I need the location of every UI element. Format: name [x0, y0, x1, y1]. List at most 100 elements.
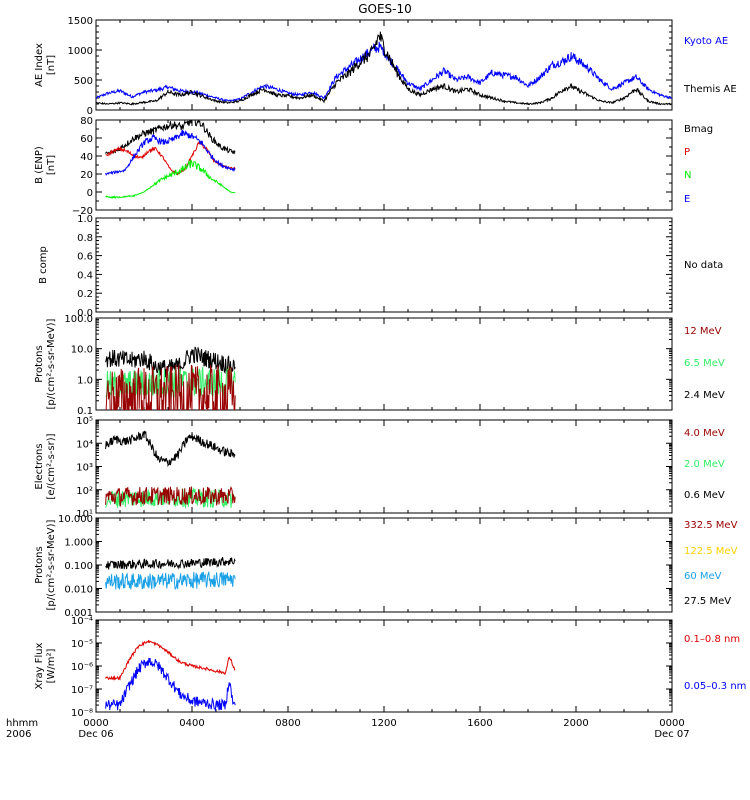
series-group [105, 120, 236, 200]
y-tick-label: 1.0 [77, 214, 93, 225]
y-tick-label: 1000 [68, 46, 93, 57]
y-axis-label: Protons [34, 546, 45, 583]
series-line-bmag [105, 120, 236, 156]
x-tick-label: 1600 [467, 718, 492, 729]
y-tick-label: 0.0 [77, 308, 93, 319]
y-tick-label: 1500 [68, 16, 93, 27]
series-line-0-1-0-8-nm [105, 639, 236, 682]
y-tick-label: 0.001 [64, 608, 93, 619]
panel-bfield: −20 0 20 40 60 80 B (ENP) [nT] Bmag P N E [34, 116, 713, 217]
panel-frame [95, 619, 673, 713]
y-tick-label: 0 [87, 188, 93, 199]
y-axis-label: B (ENP) [34, 146, 45, 184]
y-axis-label: [W/m²] [46, 648, 57, 683]
legend-label: 2.0 MeV [684, 459, 725, 470]
y-tick-label: 10³ [76, 463, 93, 474]
series-group [105, 557, 236, 591]
x-caption-year: 2006 [6, 729, 31, 740]
legend-label: Bmag [684, 124, 713, 135]
legend-label: E [684, 194, 690, 205]
y-axis-label: Protons [34, 345, 45, 382]
panel-ae: 0 500 1000 1500 AE Index [nT] Kyoto AE Themis A… [34, 16, 737, 117]
y-tick-label: 10⁴ [76, 439, 93, 450]
start-date-label: Dec 06 [78, 729, 113, 740]
x-tick-label: 2000 [563, 718, 588, 729]
y-axis-label: B comp [38, 246, 49, 284]
series-line-4-0-mev [105, 486, 236, 508]
legend-label: 27.5 MeV [684, 596, 731, 607]
series-line-12-mev [105, 364, 236, 410]
legend-label: 6.5 MeV [684, 358, 725, 369]
y-axis-label: [nT] [46, 155, 57, 175]
panel-frame [95, 517, 673, 613]
legend-label: 332.5 MeV [684, 520, 738, 531]
y-tick-label: 10⁻⁸ [71, 708, 93, 719]
panel-electrons: 10¹ 10² 10³ 10⁴ 10⁵ Electrons [e/(cm²-s-sr)] 4.… [34, 416, 725, 520]
y-tick-label: 1.000 [64, 538, 93, 549]
y-tick-label: 10⁻⁵ [71, 639, 93, 650]
legend-label: N [684, 170, 691, 181]
panel-frame [95, 217, 673, 313]
series-line-n [105, 159, 236, 200]
series-line-0-05-0-3-nm [105, 657, 236, 712]
legend-label: No data [684, 260, 723, 271]
y-axis-label: AE Index [34, 43, 45, 87]
x-tick-label: 0000 [659, 718, 684, 729]
y-tick-label: 20 [80, 170, 93, 181]
y-tick-label: 10.000 [58, 514, 93, 525]
series-line-60-mev [105, 571, 236, 591]
panel-bcomp: 0.0 0.2 0.4 0.6 0.8 1.0 B comp No data [38, 214, 723, 319]
y-tick-label: 0.2 [77, 289, 93, 300]
x-tick-label: 0800 [275, 718, 300, 729]
y-tick-label: 80 [80, 116, 93, 127]
y-tick-label: 10⁵ [76, 416, 93, 427]
y-tick-label: 0.100 [64, 561, 93, 572]
y-tick-label: −20 [72, 206, 93, 217]
y-tick-label: 0.8 [77, 233, 93, 244]
series-line-themis-ae [96, 31, 672, 106]
legend-label: 60 MeV [684, 571, 722, 582]
y-tick-label: 0.4 [77, 270, 93, 281]
y-tick-label: 10⁻⁷ [71, 685, 93, 696]
legend-label: Kyoto AE [684, 36, 728, 47]
legend-label: 0.6 MeV [684, 490, 725, 501]
y-tick-label: 0 [87, 106, 93, 117]
end-date-label: Dec 07 [654, 729, 689, 740]
x-caption-format: hhmm [6, 718, 38, 729]
y-tick-label: 10.0 [71, 345, 93, 356]
legend-label: P [684, 147, 690, 158]
panel-xray: 10⁻⁸ 10⁻⁷ 10⁻⁶ 10⁻⁵ 10⁻⁴ Xray Flux [W/m²] 0.1–0… [34, 616, 746, 719]
panel-protons1: 0.1 1.0 10.0 100.0 Protons [p/(cm²-s-sr-MeV)]… [34, 314, 725, 417]
y-tick-label: 10² [76, 486, 93, 497]
y-axis-label: [p/(cm²-s-sr-MeV)] [46, 318, 57, 409]
y-tick-label: 60 [80, 134, 93, 145]
y-tick-label: 0.010 [64, 585, 93, 596]
series-group [105, 639, 236, 712]
y-axis-label: [p/(cm²-s-sr-MeV)] [46, 519, 57, 610]
y-axis-label: Electrons [34, 443, 45, 489]
legend-label: 4.0 MeV [684, 428, 725, 439]
y-tick-label: 10⁻⁶ [71, 662, 93, 673]
legend-label: 12 MeV [684, 326, 722, 337]
x-tick-label: 0000 [83, 718, 108, 729]
x-tick-label: 0400 [179, 718, 204, 729]
y-tick-label: 0.6 [77, 252, 93, 263]
y-tick-label: 500 [74, 76, 93, 87]
y-axis-label: [nT] [46, 55, 57, 75]
legend-label: Themis AE [683, 84, 737, 95]
series-line-2-4-mev [105, 346, 236, 378]
series-group [105, 430, 236, 510]
legend-label: 122.5 MeV [684, 546, 738, 557]
y-tick-label: 100.0 [64, 314, 93, 325]
chart-title: GOES-10 [358, 2, 412, 16]
series-group [96, 31, 672, 106]
y-tick-label: 10⁻⁴ [71, 616, 93, 627]
panel-frame [95, 317, 673, 411]
y-tick-label: 0.1 [77, 406, 93, 417]
series-line-e [105, 129, 236, 176]
series-line-kyoto-ae [96, 41, 672, 102]
series-line-27-5-mev [105, 557, 236, 570]
panel-protons2: 0.001 0.010 0.100 1.000 10.000 Protons [p/(cm²… [34, 514, 738, 619]
y-tick-label: 1.0 [77, 375, 93, 386]
